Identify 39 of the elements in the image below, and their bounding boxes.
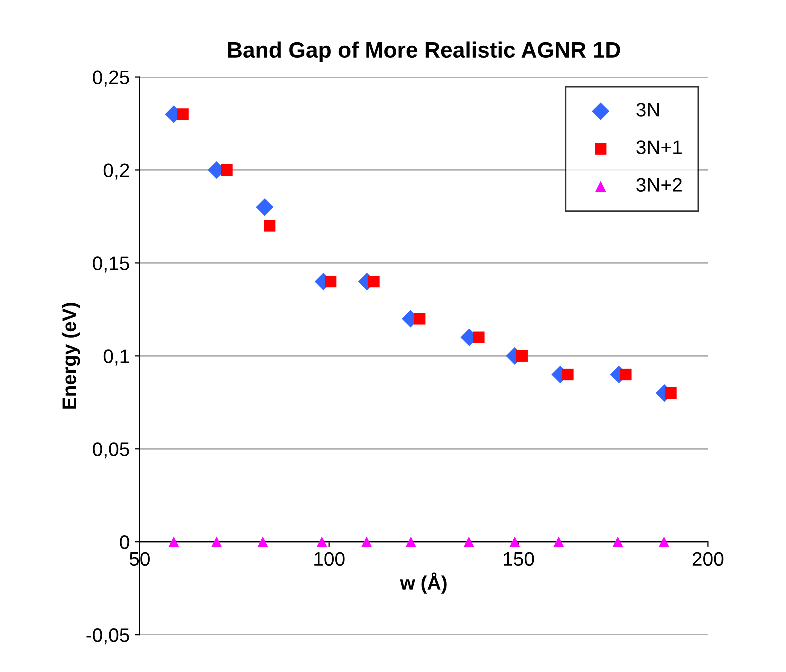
x-tick-label: 200 [692, 552, 724, 566]
point [554, 536, 564, 548]
y-tick-label: 0,05 [93, 442, 130, 459]
point [256, 198, 274, 216]
point [510, 536, 520, 548]
point [473, 332, 485, 344]
point [361, 536, 372, 548]
legend-label: 3N [636, 103, 660, 117]
point [464, 536, 475, 548]
chart-title: Band Gap of More Realistic AGNR 1D [228, 42, 620, 62]
point [211, 536, 222, 548]
point [168, 536, 180, 548]
point [620, 368, 632, 381]
point [258, 536, 268, 548]
y-tick-label: -0,05 [86, 628, 130, 645]
legend-label: 3N+2 [636, 178, 682, 192]
point [221, 164, 233, 176]
y-tick-label: 0,1 [104, 350, 130, 366]
x-tick-label: 150 [504, 552, 534, 566]
y-axis-title: Energy (eV) [62, 303, 80, 409]
y-tick-label: 0 [120, 536, 130, 550]
x-axis-title: w (Å) [400, 572, 447, 594]
point [325, 276, 337, 288]
y-tick-label: 0,15 [93, 256, 130, 273]
point [562, 368, 574, 381]
x-tick-label: 100 [314, 552, 345, 566]
point [414, 313, 426, 325]
y-tick-label: 0,25 [93, 70, 130, 87]
point [368, 276, 380, 288]
point [264, 220, 276, 232]
y-tick-label: 0,2 [104, 164, 130, 180]
point [316, 536, 328, 548]
point [658, 536, 670, 548]
point [516, 350, 528, 362]
point [406, 536, 417, 548]
point [612, 536, 624, 548]
legend-label: 3N+1 [636, 140, 682, 154]
point [665, 388, 677, 400]
point [177, 108, 189, 120]
